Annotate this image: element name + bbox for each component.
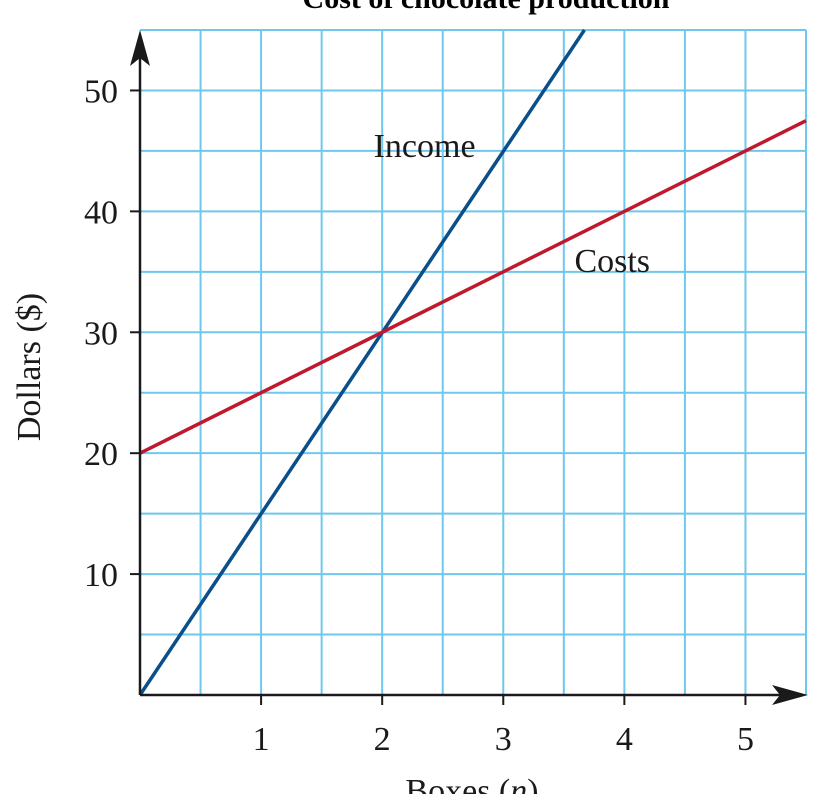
x-axis-label-text: Boxes ( xyxy=(405,773,510,794)
annotations: Income Costs xyxy=(374,128,650,280)
y-tick-label: 10 xyxy=(84,557,118,594)
x-axis-label-var: n xyxy=(510,773,527,794)
y-tick-label: 40 xyxy=(84,194,118,231)
y-tick-label: 30 xyxy=(84,315,118,352)
tick-labels: 1 2 3 4 5 10 20 30 40 50 xyxy=(84,73,754,758)
x-axis-label-close: ) xyxy=(527,773,538,794)
x-axis-label: Boxes (n) xyxy=(405,773,538,794)
x-tick-label: 1 xyxy=(253,721,270,758)
annotation-costs: Costs xyxy=(574,243,650,280)
series-line-costs xyxy=(139,119,807,455)
y-axis-arrow xyxy=(130,30,150,66)
x-tick-label: 4 xyxy=(616,721,633,758)
x-tick-label: 5 xyxy=(737,721,754,758)
y-tick-label: 50 xyxy=(84,73,118,110)
grid xyxy=(140,29,807,695)
y-tick-label: 20 xyxy=(84,436,118,473)
series-layer xyxy=(138,29,807,696)
chart-title: Cost of chocolate production xyxy=(303,0,670,15)
y-axis-label: Dollars ($) xyxy=(11,293,48,441)
x-tick-label: 3 xyxy=(495,721,512,758)
x-tick-label: 2 xyxy=(374,721,391,758)
axes xyxy=(130,30,808,705)
x-axis-arrow xyxy=(772,685,808,705)
series-line-income xyxy=(138,29,586,696)
annotation-income: Income xyxy=(374,128,476,165)
